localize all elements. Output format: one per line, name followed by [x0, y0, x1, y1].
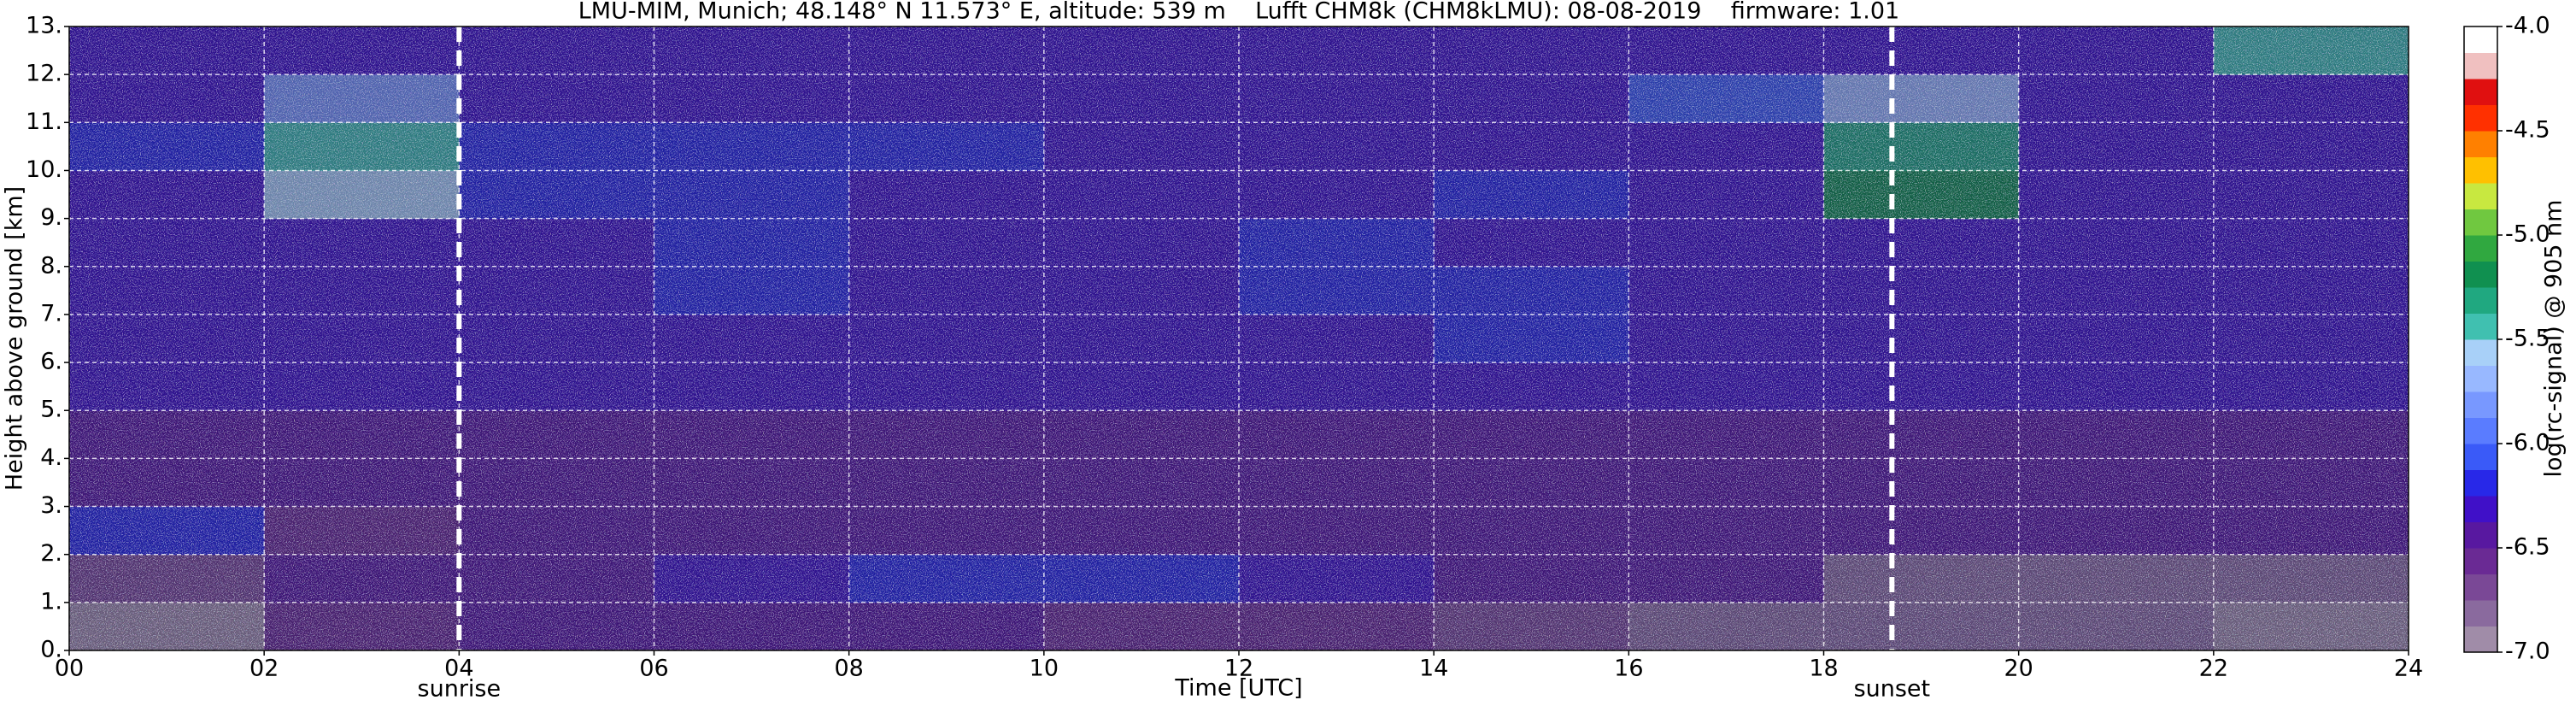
- colorbar-swatch: [2464, 365, 2497, 392]
- y-tick-label: 3.: [40, 492, 62, 519]
- colorbar-tick-label: -4.0: [2505, 13, 2550, 39]
- colorbar-swatch: [2464, 287, 2497, 314]
- x-tick-label: 16: [1614, 656, 1643, 682]
- colorbar-swatch: [2464, 261, 2497, 288]
- y-tick-label: 10.: [26, 156, 62, 183]
- colorbar-tick-label: -6.0: [2505, 430, 2550, 456]
- y-tick-label: 4.: [40, 444, 62, 471]
- colorbar-swatch: [2464, 626, 2497, 653]
- colorbar-swatch: [2464, 339, 2497, 366]
- y-tick-label: 7.: [40, 300, 62, 327]
- colorbar-swatch: [2464, 104, 2497, 132]
- y-tick-label: 11.: [26, 109, 62, 135]
- x-tick-label: 06: [639, 656, 668, 682]
- y-tick-label: 1.: [40, 588, 62, 615]
- x-tick-label: 12: [1224, 656, 1253, 682]
- x-tick-label: 00: [55, 656, 84, 682]
- colorbar-tick-label: -5.5: [2505, 326, 2550, 352]
- colorbar-tick-label: -7.0: [2505, 638, 2550, 665]
- colorbar-swatch: [2464, 391, 2497, 418]
- colorbar-swatch: [2464, 521, 2497, 549]
- y-tick-label: 2.: [40, 540, 62, 567]
- y-tick-label: 13.: [26, 13, 62, 39]
- colorbar-swatch: [2464, 235, 2497, 262]
- x-axis-label: Time [UTC]: [1174, 675, 1302, 702]
- x-tick-label: 20: [2004, 656, 2033, 682]
- colorbar-swatch: [2464, 156, 2497, 184]
- colorbar-swatch: [2464, 52, 2497, 79]
- chart-title: LMU-MIM, Munich; 48.148° N 11.573° E, al…: [578, 0, 1899, 25]
- y-tick-label: 12.: [26, 61, 62, 87]
- annotation-label: sunrise: [418, 676, 502, 703]
- colorbar-tick-label: -4.5: [2505, 117, 2550, 144]
- x-tick-label: 02: [249, 656, 279, 682]
- y-tick-label: 6.: [40, 349, 62, 375]
- x-tick-label: 10: [1030, 656, 1059, 682]
- colorbar-swatch: [2464, 183, 2497, 209]
- annotations: [456, 26, 1895, 650]
- y-axis-label: Height above ground [km]: [2, 186, 28, 491]
- colorbar-label: log(rc-signal) @ 905 nm: [2541, 200, 2567, 478]
- colorbar-swatch: [2464, 496, 2497, 522]
- x-tick-label: 18: [1809, 656, 1838, 682]
- y-tick-label: 9.: [40, 204, 62, 231]
- colorbar-swatch: [2464, 417, 2497, 444]
- colorbar-swatch: [2464, 444, 2497, 470]
- colorbar-tick-label: -6.5: [2505, 534, 2550, 561]
- colorbar-swatch: [2464, 131, 2497, 157]
- annotation-label: sunset: [1854, 676, 1931, 703]
- colorbar-swatch: [2464, 469, 2497, 497]
- colorbar-swatch: [2464, 574, 2497, 601]
- y-tick-label: 0.: [40, 637, 62, 663]
- y-tick-label: 5.: [40, 397, 62, 423]
- x-tick-label: 08: [834, 656, 863, 682]
- colorbar-swatch: [2464, 313, 2497, 340]
- x-tick-label: 04: [444, 656, 473, 682]
- colorbar-swatch: [2464, 209, 2497, 236]
- y-tick-label: 8.: [40, 252, 62, 279]
- colorbar-swatch: [2464, 600, 2497, 627]
- x-tick-label: 22: [2199, 656, 2228, 682]
- ticks: 00 02 04 06 08 10 12 14 16 18 20 22 24 0. 1. 2. 3. 4. 5. 6.…: [26, 13, 2423, 703]
- colorbar-tick-label: -5.0: [2505, 221, 2550, 248]
- x-tick-label: 24: [2394, 656, 2423, 682]
- colorbar-swatch: [2464, 26, 2497, 53]
- colorbar-swatch: [2464, 548, 2497, 574]
- x-tick-label: 14: [1419, 656, 1448, 682]
- colorbar: -4.0 -4.5 -5.0 -5.5 -6.0 -6.5 -7.0: [2463, 13, 2550, 665]
- colorbar-swatch: [2464, 79, 2497, 105]
